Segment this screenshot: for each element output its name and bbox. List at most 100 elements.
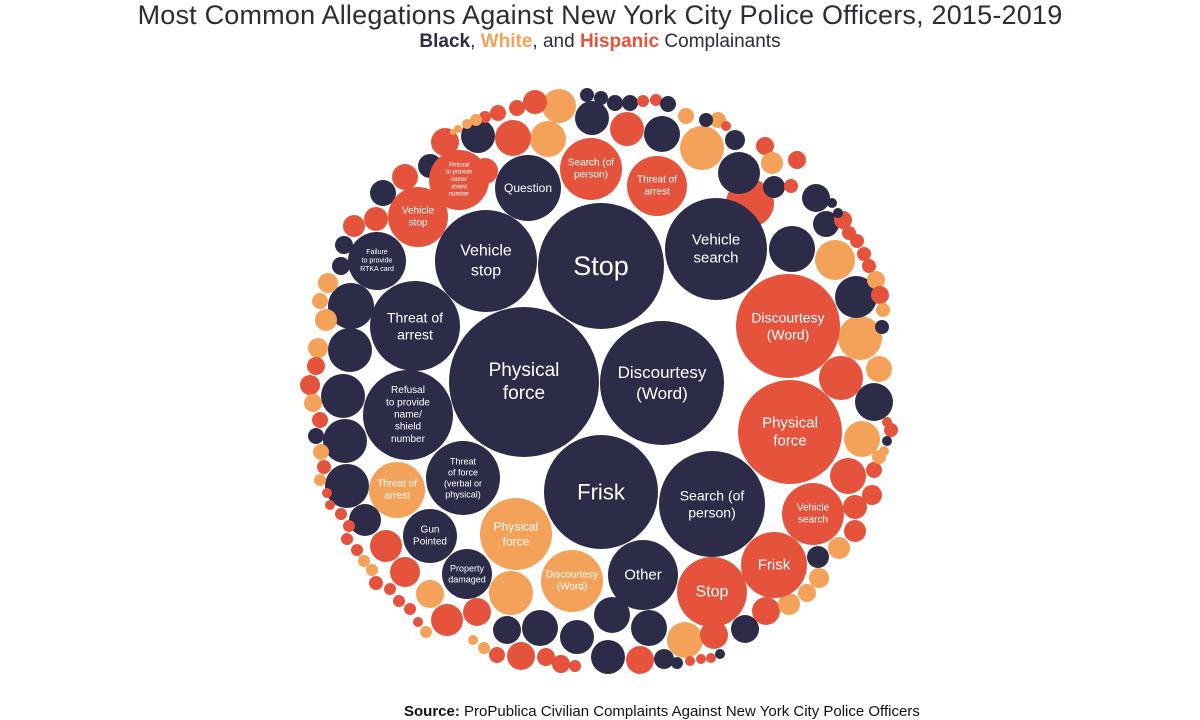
- bubble-hispanic-stop: [677, 557, 747, 627]
- bubble-black: [321, 374, 365, 418]
- bubble-black: [882, 436, 892, 446]
- bubble-hispanic-threat-of-arrest: [627, 156, 687, 216]
- bubble-black-other: [608, 540, 678, 610]
- bubble-label: arrest: [384, 491, 410, 502]
- bubble-hispanic: [335, 508, 347, 520]
- bubble-black: [580, 88, 594, 102]
- bubble-hispanic: [390, 557, 420, 587]
- bubble-label: search: [798, 515, 828, 526]
- bubble-hispanic: [370, 530, 402, 562]
- subtitle-rest: Complainants: [659, 31, 781, 52]
- bubble-white-threat-of-arrest: [369, 462, 425, 518]
- bubble-black: [622, 95, 638, 111]
- bubble-label: Search (of: [568, 157, 614, 168]
- bubble-black-vehicle-search: [665, 198, 767, 300]
- bubble-white: [468, 635, 478, 645]
- bubble-black: [807, 546, 829, 568]
- bubble-black: [725, 130, 745, 150]
- bubble-white: [416, 580, 444, 608]
- bubble-hispanic: [871, 286, 889, 304]
- bubble-hispanic: [700, 621, 728, 649]
- bubble-hispanic-vehicle-stop: [388, 187, 448, 247]
- bubble-label: physical): [445, 489, 481, 499]
- bubble-label: damaged: [448, 574, 486, 584]
- bubble-black: [349, 504, 381, 536]
- bubble-hispanic: [392, 164, 418, 190]
- bubble-label: Refusal: [391, 385, 425, 396]
- bubble-label: (Word): [557, 582, 587, 593]
- bubble-label: Property: [450, 564, 485, 574]
- bubble-hispanic: [507, 642, 535, 670]
- bubble-hispanic: [351, 544, 363, 556]
- bubble-hispanic: [637, 95, 649, 107]
- bubble-black: [325, 464, 369, 508]
- bubble-black: [715, 649, 725, 659]
- bubble-white: [489, 571, 533, 615]
- bubble-label: Physical: [489, 360, 560, 381]
- bubble-white: [542, 89, 576, 123]
- bubble-label: (Word): [767, 327, 810, 343]
- bubble-hispanic: [364, 207, 388, 231]
- bubble-black: [644, 116, 680, 152]
- bubble-label: (verbal or: [444, 478, 482, 488]
- bubble-hispanic: [384, 583, 396, 595]
- bubble-hispanic-search-of-person: [560, 138, 622, 200]
- bubble-label: number: [391, 434, 426, 445]
- bubble-black: [833, 208, 843, 218]
- bubble-black: [323, 419, 367, 463]
- bubble-label: of force: [448, 468, 478, 478]
- bubble-black-physical-force: [449, 307, 599, 457]
- bubble-black-stop: [538, 203, 664, 329]
- bubble-label: Frisk: [758, 557, 791, 574]
- bubble-black-failure-to-provide-rtka-card: [348, 232, 406, 290]
- bubble-black: [335, 236, 353, 254]
- bubble-hispanic: [706, 653, 716, 663]
- bubble-black-threat-of-force-verbal-or-physical: [426, 441, 500, 515]
- subtitle-sep-2: , and: [532, 31, 580, 52]
- bubble-black-property-damaged: [442, 549, 492, 599]
- bubble-label: name/: [451, 177, 468, 183]
- bubble-black: [594, 597, 630, 633]
- bubble-label: to provide: [446, 170, 473, 176]
- bubble-black: [654, 649, 674, 669]
- bubble-black: [835, 276, 877, 318]
- bubble-hispanic: [489, 647, 505, 663]
- subtitle-sep-1: ,: [470, 31, 481, 52]
- bubble-black: [560, 620, 594, 654]
- bubble-label: stop: [409, 218, 428, 229]
- bubble-hispanic: [307, 357, 325, 375]
- bubble-label: Frisk: [577, 480, 626, 505]
- bubble-black-threat-of-arrest: [370, 281, 460, 371]
- legend-black: Black: [419, 31, 471, 52]
- bubble-label: Vehicle: [797, 502, 830, 513]
- bubble-label: Discourtesy: [618, 363, 707, 382]
- bubble-black-refusal-to-provide-name-shield-number: [363, 370, 453, 460]
- bubble-black: [769, 226, 815, 272]
- bubble-hispanic: [819, 356, 863, 400]
- bubble-label: Vehicle: [692, 231, 740, 248]
- bubble-label: Failure: [366, 249, 388, 256]
- bubble-hispanic: [857, 247, 871, 261]
- bubble-label: force: [773, 433, 806, 450]
- bubble-label: shield: [451, 184, 467, 190]
- bubble-black-frisk: [544, 435, 658, 549]
- bubble-hispanic-refusal-to-provide-name-shield-number: [429, 150, 489, 210]
- bubble-black-question: [495, 155, 561, 221]
- bubble-black: [575, 101, 609, 135]
- bubble-hispanic: [509, 100, 525, 116]
- bubble-label: Other: [624, 567, 662, 584]
- bubble-hispanic: [404, 603, 416, 615]
- bubble-label: Physical: [494, 520, 539, 534]
- bubble-white: [315, 309, 337, 331]
- bubble-hispanic: [317, 460, 331, 474]
- bubble-hispanic: [844, 520, 866, 542]
- bubble-black: [699, 113, 713, 127]
- bubble-hispanic: [862, 259, 876, 273]
- chart-title: Most Common Allegations Against New York…: [137, 0, 1063, 30]
- bubble-hispanic: [300, 375, 320, 395]
- bubble-black: [671, 657, 683, 669]
- bubble-white: [308, 338, 328, 358]
- source-text: ProPublica Civilian Complaints Against N…: [464, 703, 920, 720]
- bubble-white: [815, 240, 855, 280]
- bubble-hispanic: [756, 137, 774, 155]
